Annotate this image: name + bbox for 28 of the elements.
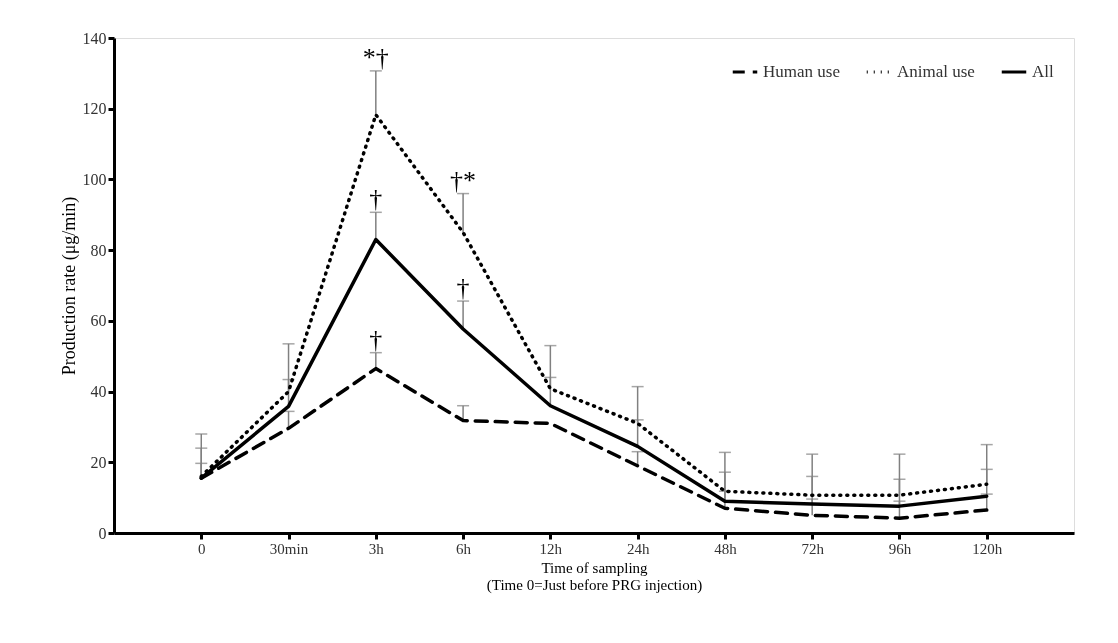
x-tick-label: 120h — [972, 540, 1003, 557]
y-tick-label: 0 — [98, 524, 107, 542]
y-tick-label: 80 — [90, 241, 107, 259]
annotation: † — [456, 273, 470, 303]
legend-label: Human use — [763, 62, 840, 81]
y-tick-label: 60 — [90, 312, 107, 330]
y-axis-title: Production rate (μg/min) — [58, 196, 80, 376]
x-tick-label: 48h — [714, 540, 738, 557]
legend-label: All — [1032, 62, 1054, 81]
x-tick-label: 6h — [456, 540, 472, 557]
x-tick-label: 96h — [888, 540, 912, 557]
y-tick-label: 120 — [82, 100, 107, 118]
x-tick-label: 3h — [368, 540, 385, 557]
y-tick-label: 40 — [90, 383, 107, 401]
x-tick-label: 30min — [269, 540, 309, 557]
annotation: *† — [362, 42, 389, 72]
x-tick-label: 72h — [801, 540, 825, 557]
x-tick-label: 0 — [198, 540, 206, 557]
annotation: † — [369, 184, 383, 214]
x-axis-title: Time of sampling (Time 0=Just before PRG injection) — [486, 559, 703, 594]
x-tick-label: 12h — [539, 540, 563, 557]
annotation: † — [369, 324, 383, 354]
annotation: †* — [450, 165, 477, 195]
y-tick-label: 100 — [82, 170, 107, 188]
y-tick-label: 140 — [82, 29, 107, 47]
legend-label: Animal use — [897, 62, 975, 81]
y-tick-label: 20 — [90, 453, 107, 471]
x-tick-label: 24h — [626, 540, 650, 557]
